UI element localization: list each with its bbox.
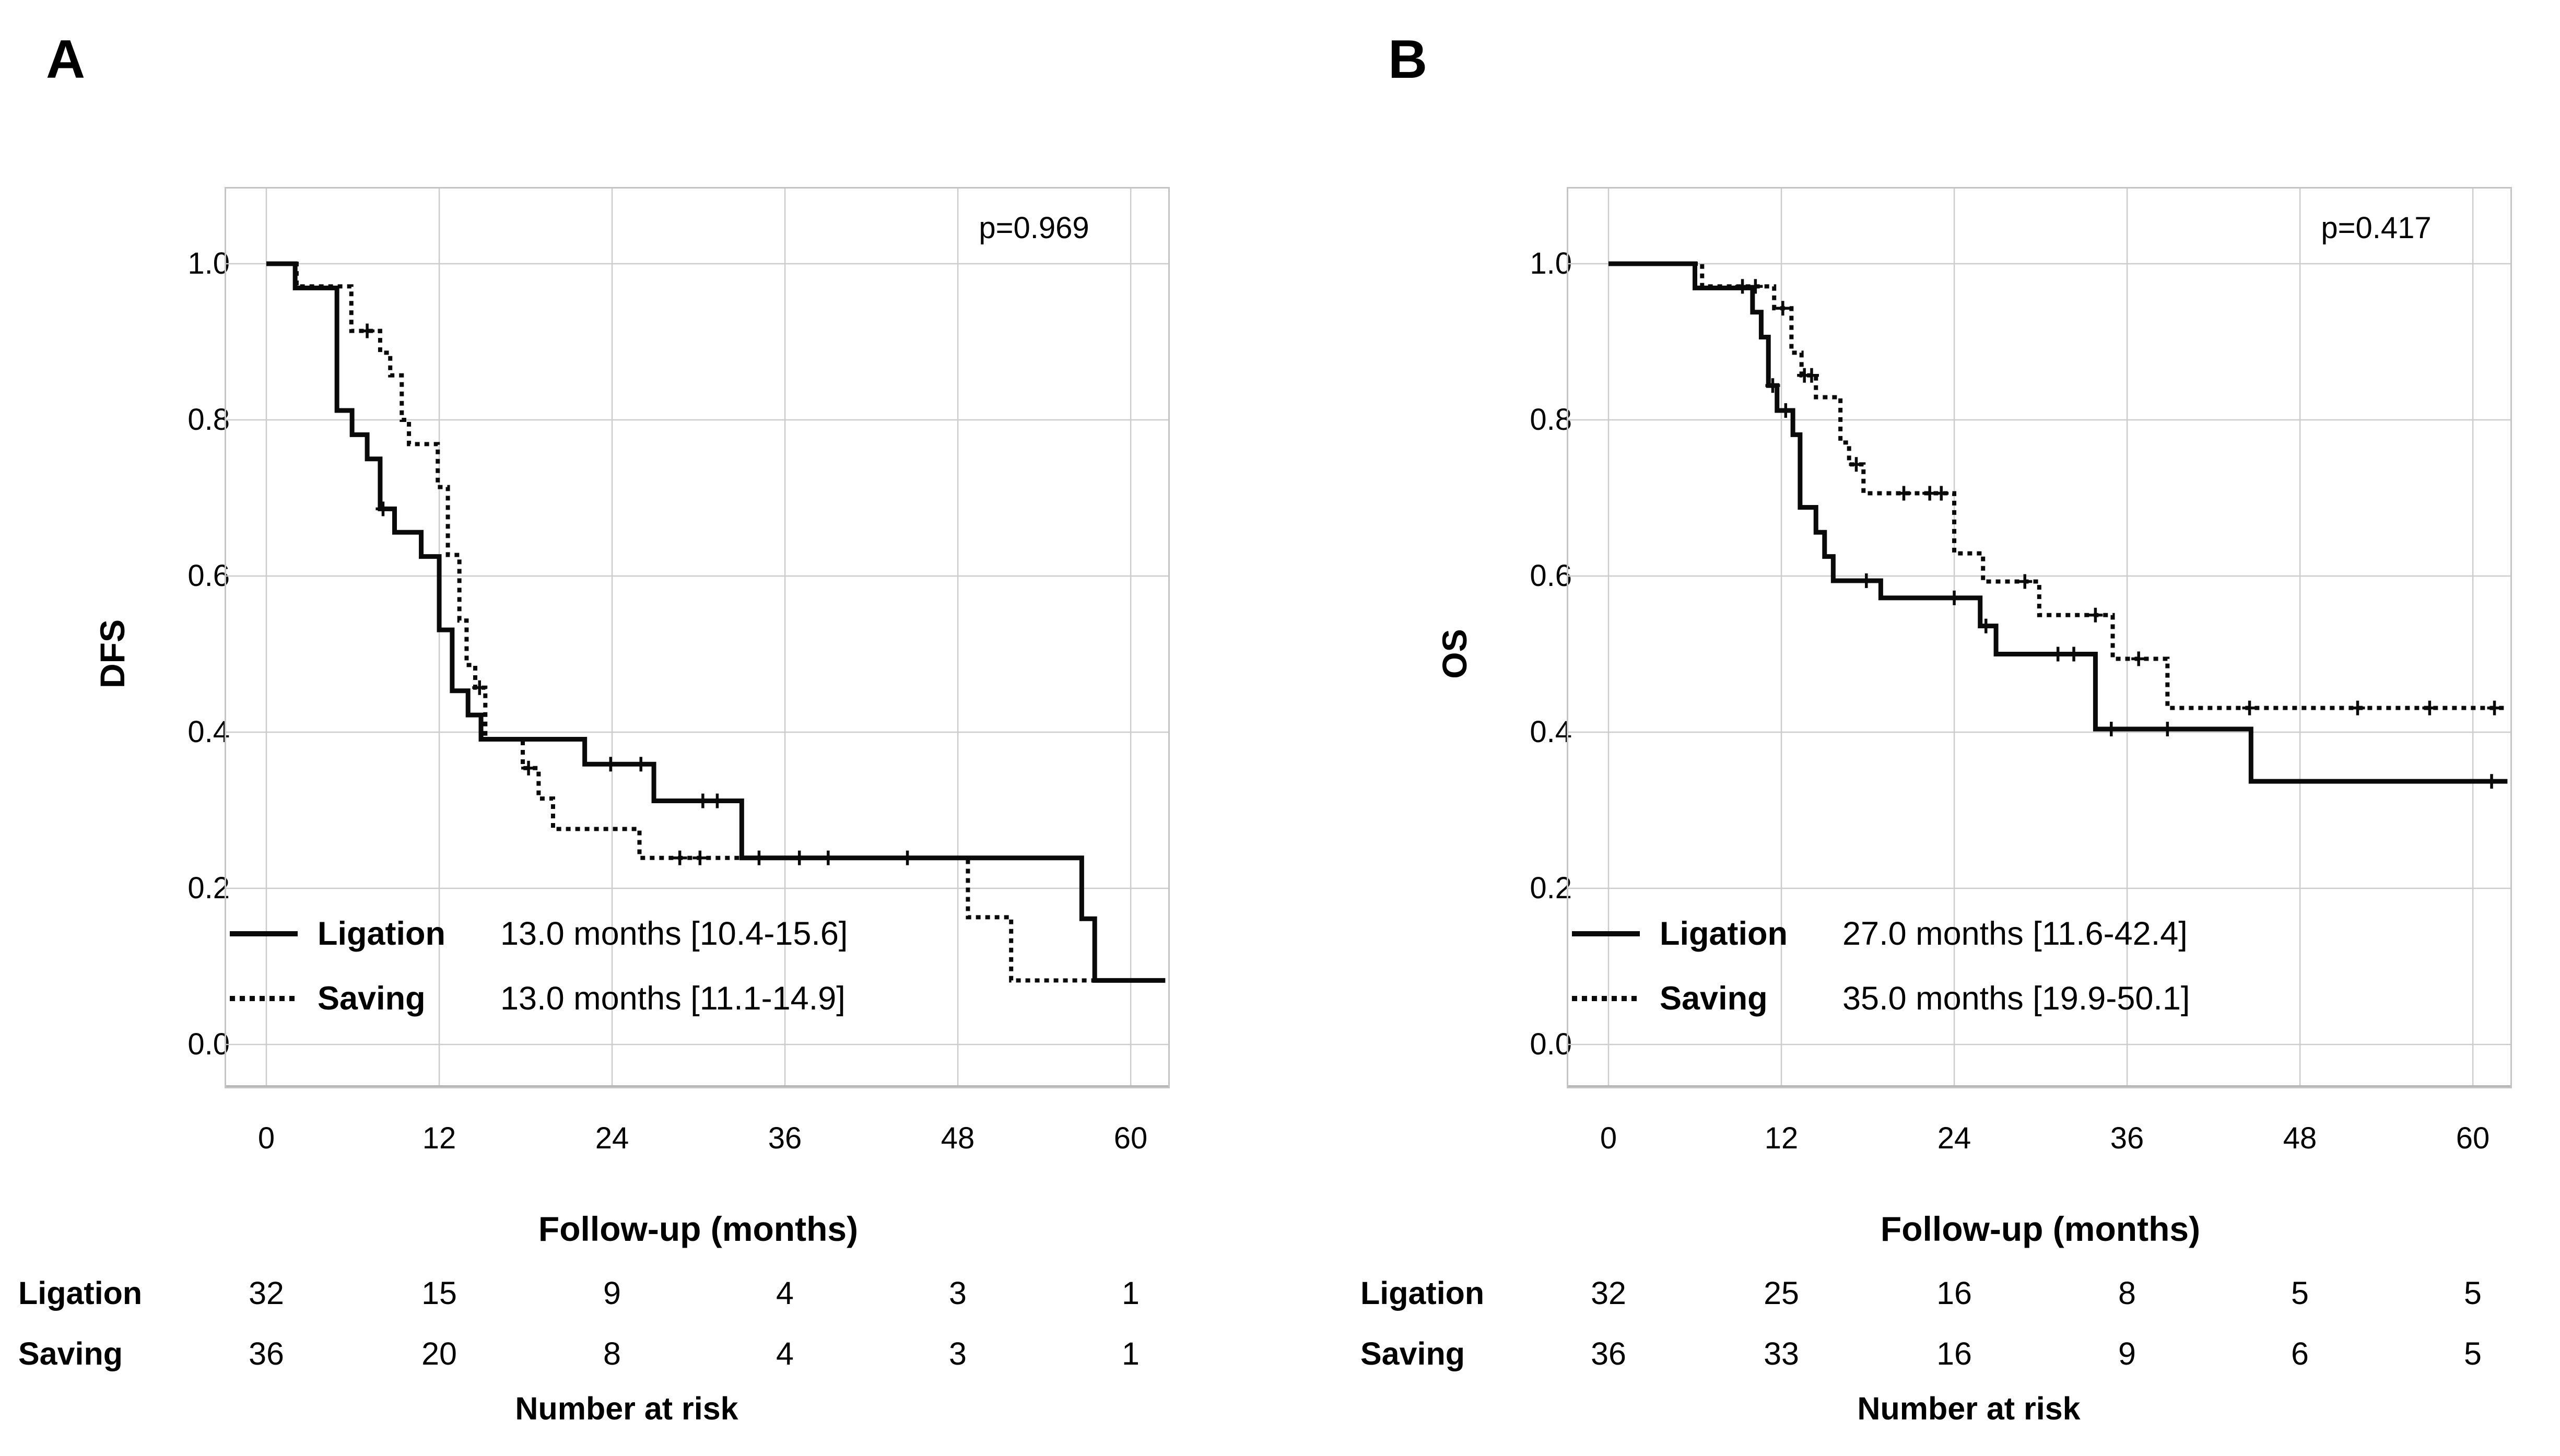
- legend-median: 13.0 months [10.4-15.6]: [500, 915, 848, 952]
- risk-table-caption: Number at risk: [515, 1391, 738, 1426]
- risk-row-counts: 32 15 9 4 3 1: [235, 1275, 1162, 1311]
- risk-count: 36: [249, 1336, 284, 1371]
- km-chart-dfs: [225, 187, 1170, 1088]
- risk-count: 32: [1591, 1275, 1626, 1311]
- y-tick: 0.6: [1530, 559, 1572, 593]
- y-tick: 1.0: [1530, 246, 1572, 280]
- risk-count: 16: [1936, 1275, 1972, 1311]
- risk-row-label: Ligation: [18, 1275, 143, 1311]
- panel-os: B OS 1.0 0.8 0.6 0.4 0.2 0.0 p=0.417 Lig…: [1342, 0, 2560, 1456]
- x-tick: 36: [768, 1121, 802, 1155]
- legend-row-saving: Saving 13.0 months [11.1-14.9]: [230, 978, 1118, 1019]
- panel-letter: B: [1388, 29, 1428, 90]
- legend-median: 35.0 months [19.9-50.1]: [1842, 980, 2190, 1017]
- y-tick: 0.0: [187, 1027, 230, 1061]
- x-axis-title: Follow-up (months): [538, 1210, 859, 1248]
- risk-count: 8: [2118, 1275, 2136, 1311]
- risk-count: 9: [2118, 1336, 2136, 1371]
- risk-count: 9: [603, 1275, 621, 1311]
- risk-row-label: Ligation: [1360, 1275, 1485, 1311]
- y-tick: 0.6: [187, 559, 230, 593]
- legend-name: Ligation: [1660, 915, 1788, 952]
- risk-count: 33: [1764, 1336, 1799, 1371]
- plot-area-dfs: [225, 187, 1170, 1088]
- panel-letter: A: [46, 29, 86, 90]
- risk-count: 15: [421, 1275, 457, 1311]
- legend-name: Saving: [1660, 980, 1768, 1017]
- risk-row-counts: 36 33 16 9 6 5: [1577, 1336, 2504, 1371]
- risk-count: 36: [1591, 1336, 1626, 1371]
- y-tick: 0.0: [1530, 1027, 1572, 1061]
- dotted-line-swatch: [230, 996, 298, 1001]
- x-tick: 12: [1764, 1121, 1799, 1155]
- y-axis-title: DFS: [93, 619, 132, 688]
- risk-count: 3: [949, 1275, 967, 1311]
- y-tick: 0.2: [1530, 871, 1572, 905]
- risk-count: 4: [776, 1275, 794, 1311]
- legend-row-ligation: Ligation 13.0 months [10.4-15.6]: [230, 913, 1118, 955]
- solid-line-swatch: [1572, 931, 1640, 936]
- legend-name: Saving: [318, 980, 426, 1017]
- legend-median: 27.0 months [11.6-42.4]: [1842, 915, 2188, 952]
- risk-count: 16: [1936, 1336, 1972, 1371]
- risk-row-label: Saving: [18, 1336, 123, 1371]
- risk-count: 32: [249, 1275, 284, 1311]
- x-tick: 60: [1113, 1121, 1148, 1155]
- y-tick: 0.4: [187, 715, 230, 749]
- risk-row-label: Saving: [1360, 1336, 1465, 1371]
- legend-row-ligation: Ligation 27.0 months [11.6-42.4]: [1572, 913, 2460, 955]
- risk-count: 5: [2464, 1275, 2482, 1311]
- x-tick: 24: [595, 1121, 629, 1155]
- x-tick: 0: [1600, 1121, 1617, 1155]
- x-tick: 48: [941, 1121, 975, 1155]
- x-tick: 0: [257, 1121, 275, 1155]
- risk-count: 1: [1122, 1275, 1140, 1311]
- risk-count: 25: [1764, 1275, 1799, 1311]
- x-tick: 12: [422, 1121, 456, 1155]
- y-tick: 0.8: [187, 403, 230, 437]
- y-tick: 0.2: [187, 871, 230, 905]
- x-tick: 36: [2110, 1121, 2144, 1155]
- y-tick: 0.8: [1530, 403, 1572, 437]
- risk-count: 3: [949, 1336, 967, 1371]
- km-chart-os: [1567, 187, 2512, 1088]
- plot-area-os: [1567, 187, 2512, 1088]
- risk-row-counts: 36 20 8 4 3 1: [235, 1336, 1162, 1371]
- risk-table-caption: Number at risk: [1857, 1391, 2081, 1426]
- risk-count: 8: [603, 1336, 621, 1371]
- y-axis-title: OS: [1435, 629, 1474, 679]
- legend-row-saving: Saving 35.0 months [19.9-50.1]: [1572, 978, 2460, 1019]
- risk-count: 4: [776, 1336, 794, 1371]
- legend-name: Ligation: [318, 915, 445, 952]
- solid-line-swatch: [230, 931, 298, 936]
- risk-count: 5: [2291, 1275, 2309, 1311]
- dotted-line-swatch: [1572, 996, 1640, 1001]
- legend-median: 13.0 months [11.1-14.9]: [500, 980, 845, 1017]
- x-tick: 48: [2283, 1121, 2317, 1155]
- x-tick: 24: [1937, 1121, 1971, 1155]
- x-axis-title: Follow-up (months): [1880, 1210, 2201, 1248]
- risk-count: 5: [2464, 1336, 2482, 1371]
- panel-dfs: A DFS 1.0 0.8 0.6 0.4 0.2 0.0 p=0.969 Li…: [0, 0, 1218, 1456]
- risk-count: 6: [2291, 1336, 2309, 1371]
- y-tick: 0.4: [1530, 715, 1572, 749]
- p-value: p=0.969: [979, 211, 1089, 245]
- risk-row-counts: 32 25 16 8 5 5: [1577, 1275, 2504, 1311]
- y-tick: 1.0: [187, 246, 230, 280]
- risk-count: 20: [421, 1336, 457, 1371]
- x-tick: 60: [2456, 1121, 2490, 1155]
- p-value: p=0.417: [2321, 211, 2432, 245]
- risk-count: 1: [1122, 1336, 1140, 1371]
